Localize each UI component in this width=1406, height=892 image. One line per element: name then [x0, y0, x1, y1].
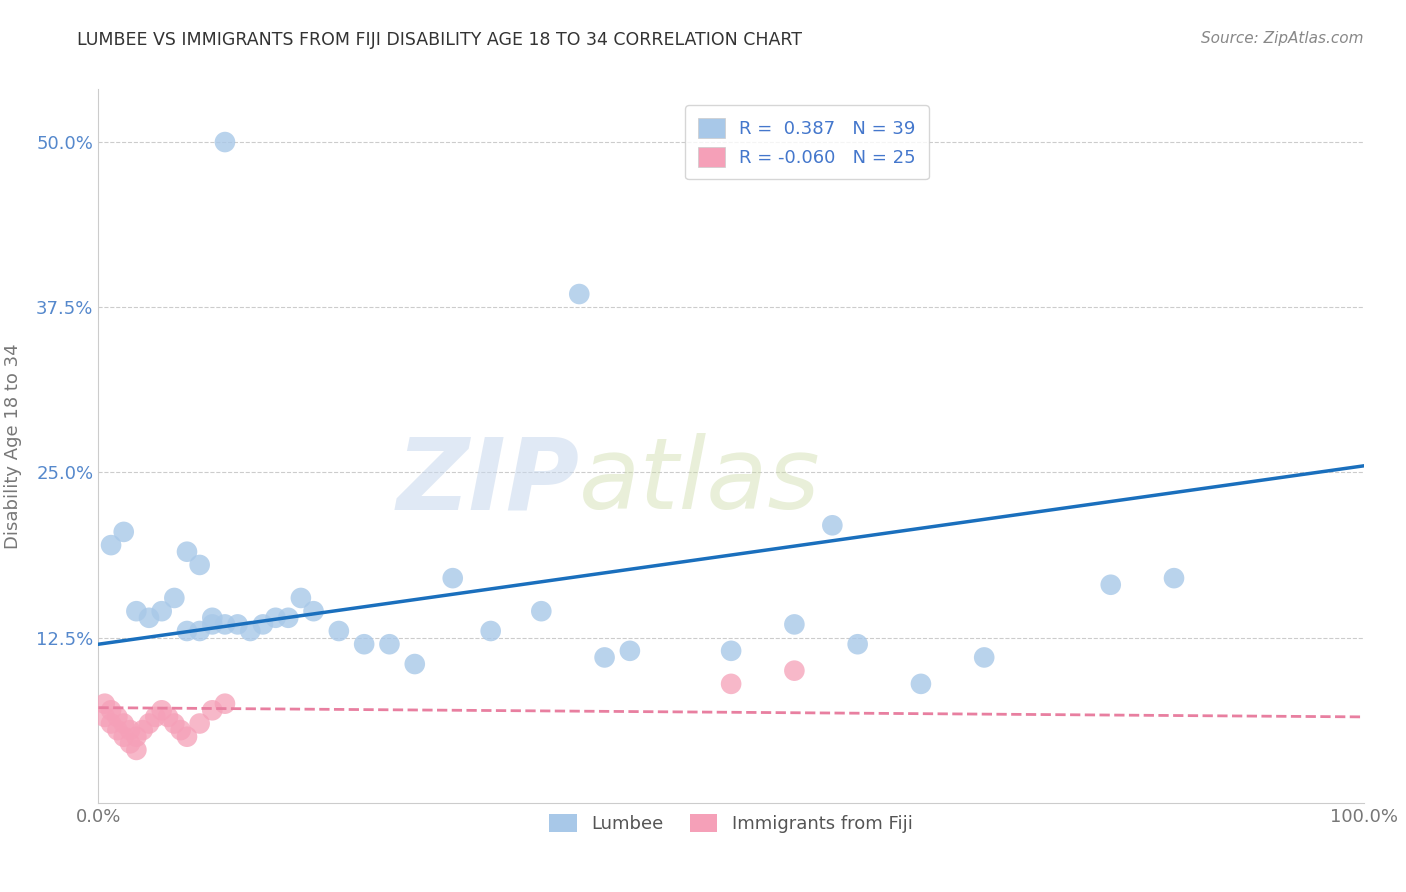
Y-axis label: Disability Age 18 to 34: Disability Age 18 to 34	[4, 343, 22, 549]
Point	[188, 624, 211, 638]
Point	[264, 611, 287, 625]
Point	[112, 524, 135, 539]
Point	[441, 571, 464, 585]
Point	[846, 637, 869, 651]
Point	[226, 617, 249, 632]
Text: Source: ZipAtlas.com: Source: ZipAtlas.com	[1201, 31, 1364, 46]
Point	[150, 604, 173, 618]
Point	[163, 716, 186, 731]
Point	[112, 730, 135, 744]
Point	[201, 611, 224, 625]
Point	[214, 135, 236, 149]
Point	[93, 697, 117, 711]
Point	[107, 710, 129, 724]
Point	[973, 650, 995, 665]
Point	[100, 703, 122, 717]
Point	[201, 617, 224, 632]
Point	[214, 617, 236, 632]
Point	[593, 650, 616, 665]
Point	[910, 677, 932, 691]
Point	[100, 716, 122, 731]
Point	[568, 287, 591, 301]
Point	[479, 624, 502, 638]
Point	[145, 710, 166, 724]
Point	[120, 723, 141, 738]
Point	[302, 604, 325, 618]
Point	[188, 716, 211, 731]
Point	[120, 736, 141, 750]
Point	[100, 538, 122, 552]
Point	[353, 637, 375, 651]
Point	[530, 604, 553, 618]
Point	[125, 730, 148, 744]
Point	[277, 611, 299, 625]
Point	[404, 657, 426, 671]
Point	[239, 624, 262, 638]
Point	[290, 591, 312, 605]
Point	[188, 558, 211, 572]
Point	[783, 617, 806, 632]
Text: atlas: atlas	[579, 434, 821, 530]
Point	[169, 723, 191, 738]
Point	[214, 697, 236, 711]
Text: LUMBEE VS IMMIGRANTS FROM FIJI DISABILITY AGE 18 TO 34 CORRELATION CHART: LUMBEE VS IMMIGRANTS FROM FIJI DISABILIT…	[77, 31, 803, 49]
Point	[328, 624, 350, 638]
Legend: Lumbee, Immigrants from Fiji: Lumbee, Immigrants from Fiji	[538, 803, 924, 844]
Point	[1099, 578, 1122, 592]
Point	[378, 637, 401, 651]
Point	[720, 677, 742, 691]
Point	[201, 703, 224, 717]
Point	[125, 604, 148, 618]
Point	[176, 545, 198, 559]
Point	[783, 664, 806, 678]
Point	[138, 611, 160, 625]
Point	[1163, 571, 1185, 585]
Point	[107, 723, 129, 738]
Text: ZIP: ZIP	[396, 434, 579, 530]
Point	[150, 703, 173, 717]
Point	[125, 743, 148, 757]
Point	[821, 518, 844, 533]
Point	[112, 716, 135, 731]
Point	[138, 716, 160, 731]
Point	[93, 710, 117, 724]
Point	[176, 730, 198, 744]
Point	[720, 644, 742, 658]
Point	[157, 710, 180, 724]
Point	[176, 624, 198, 638]
Point	[252, 617, 274, 632]
Point	[163, 591, 186, 605]
Point	[619, 644, 641, 658]
Point	[132, 723, 155, 738]
